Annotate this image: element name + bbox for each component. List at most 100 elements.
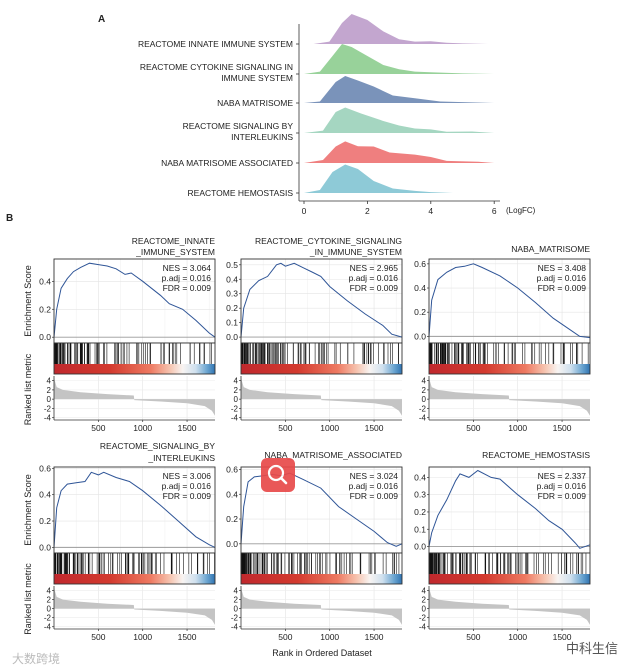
fdr-label: FDR = 0.009	[350, 491, 399, 501]
ridge-label: REACTOME SIGNALING BY	[183, 121, 294, 131]
x-tick-label: 1000	[320, 632, 339, 642]
es-y-tick-label: 0.0	[226, 539, 238, 549]
x-tick-label: 1000	[508, 423, 527, 433]
metric-y-tick-label: 0	[47, 605, 52, 614]
hit-area	[429, 553, 590, 574]
es-y-tick-label: 0.1	[226, 318, 238, 328]
es-y-tick-label: 0.0	[414, 331, 426, 341]
ridge-label: INTERLEUKINS	[231, 132, 293, 142]
es-plot-bg	[429, 259, 590, 343]
es-y-tick-label: 0.2	[226, 514, 238, 524]
metric-y-tick-label: 2	[47, 386, 52, 395]
nes-label: NES = 3.006	[163, 471, 212, 481]
metric-y-tick-label: 2	[47, 596, 52, 605]
gsea-title: _IMMUNE_SYSTEM	[135, 247, 215, 257]
hit-area	[429, 343, 590, 364]
metric-y-tick-label: 4	[47, 587, 52, 596]
hit-frame	[53, 552, 216, 585]
x-tick-label: 500	[278, 632, 292, 642]
nes-label: NES = 3.024	[350, 471, 399, 481]
watermark-right: 中科生信	[566, 641, 618, 656]
metric-y-tick-label: 4	[234, 377, 239, 386]
metric-y-tick-label: -2	[419, 614, 427, 623]
fdr-label: FDR = 0.009	[538, 491, 587, 501]
hit-frame	[53, 342, 216, 375]
es-y-tick-label: 0.0	[414, 542, 426, 552]
gsea-panel-0	[52, 258, 216, 422]
gsea-title: _IN_IMMUNE_SYSTEM	[309, 247, 402, 257]
rank-color-bar	[54, 364, 215, 374]
es-y-tick-label: 0.4	[226, 489, 238, 499]
es-y-tick-label: 0.2	[39, 304, 51, 314]
metric-y-tick-label: -4	[231, 414, 239, 423]
es-curve	[240, 472, 403, 547]
metric-y-tick-label: 2	[422, 596, 427, 605]
hit-area	[241, 553, 402, 574]
es-y-axis-label: Enrichment Score	[23, 265, 33, 337]
es-curve	[240, 262, 403, 338]
hit-frame	[240, 342, 403, 375]
x-tick-label: 1500	[553, 423, 572, 433]
fdr-label: FDR = 0.009	[163, 283, 212, 293]
gsea-title: NABA_MATRISOME_ASSOCIATED	[264, 450, 402, 460]
x-tick-label: 500	[466, 423, 480, 433]
es-y-tick-label: 0.4	[39, 276, 51, 286]
es-y-tick-label: 0.1	[414, 524, 426, 534]
ridge-label: IMMUNE SYSTEM	[221, 73, 293, 83]
metric-y-axis-label: Ranked list metric	[23, 563, 33, 635]
x-tick-label: 1500	[365, 423, 384, 433]
es-y-tick-label: 0.4	[39, 490, 51, 500]
es-y-tick-label: 0.2	[226, 303, 238, 313]
es-y-tick-label: 0.3	[414, 490, 426, 500]
nes-label: NES = 2.337	[538, 471, 587, 481]
metric-y-tick-label: -2	[231, 614, 239, 623]
ridge-x-tick-label: 2	[365, 206, 370, 216]
ridge-1	[304, 44, 495, 74]
es-plot-bg	[54, 467, 215, 553]
hit-frame	[428, 342, 591, 375]
panel-a-label: A	[98, 14, 105, 25]
x-tick-label: 500	[466, 632, 480, 642]
x-tick-label: 500	[278, 423, 292, 433]
gsea-title: NABA_MATRISOME	[511, 244, 590, 254]
magnifier-icon	[267, 464, 288, 485]
metric-y-tick-label: 4	[422, 587, 427, 596]
metric-y-tick-label: 0	[422, 605, 427, 614]
gsea-panel-2	[427, 258, 591, 422]
metric-y-tick-label: -2	[231, 404, 239, 413]
fdr-label: FDR = 0.009	[538, 283, 587, 293]
ridge-x-axis-label: (LogFC)	[506, 206, 536, 215]
es-y-tick-label: 0.2	[414, 507, 426, 517]
es-plot-bg	[54, 259, 215, 343]
es-y-tick-label: 0.2	[414, 307, 426, 317]
padj-label: p.adj = 0.016	[537, 481, 587, 491]
gsea-title: _INTERLEUKINS	[147, 453, 215, 463]
metric-y-tick-label: 4	[422, 377, 427, 386]
x-axis-label: Rank in Ordered Dataset	[272, 648, 372, 658]
ranked-metric-area	[241, 587, 402, 625]
metric-y-tick-label: -2	[44, 404, 52, 413]
hit-area	[241, 343, 402, 364]
hit-area	[54, 343, 215, 364]
ranked-metric-area	[429, 377, 590, 416]
x-tick-label: 1500	[178, 423, 197, 433]
es-y-tick-label: 0.6	[414, 259, 426, 269]
padj-label: p.adj = 0.016	[162, 481, 212, 491]
rank-color-bar	[54, 574, 215, 584]
padj-label: p.adj = 0.016	[162, 273, 212, 283]
metric-y-axis-label: Ranked list metric	[23, 353, 33, 425]
zoom-button[interactable]	[261, 458, 295, 492]
x-tick-label: 1500	[178, 632, 197, 642]
rank-color-bar	[241, 574, 402, 584]
x-tick-label: 1000	[320, 423, 339, 433]
ridge-label: REACTOME CYTOKINE SIGNALING IN	[140, 62, 293, 72]
rank-color-bar	[429, 574, 590, 584]
es-y-tick-label: 0.4	[414, 472, 426, 482]
metric-y-tick-label: 2	[234, 596, 239, 605]
gsea-title: REACTOME_CYTOKINE_SIGNALING	[255, 236, 402, 246]
es-y-tick-label: 0.2	[39, 516, 51, 526]
gsea-panel-3	[52, 466, 216, 631]
rank-color-bar	[241, 364, 402, 374]
ridge-label: REACTOME HEMOSTASIS	[188, 188, 294, 198]
